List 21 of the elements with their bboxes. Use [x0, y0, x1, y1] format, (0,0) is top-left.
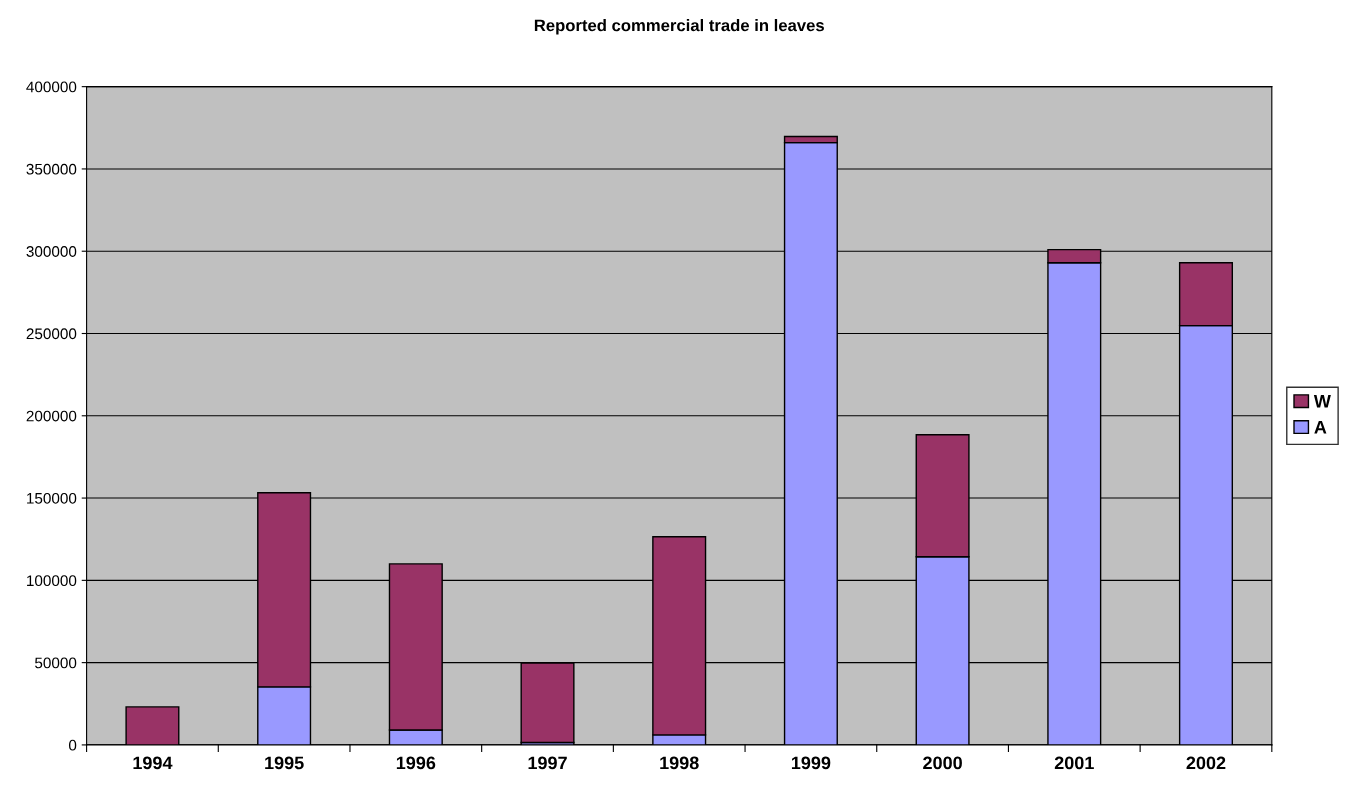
x-tick-label: 1998	[660, 756, 699, 770]
legend-label: A	[1314, 420, 1327, 434]
x-tick-label: 1999	[791, 756, 831, 770]
x-tick-label: 1997	[528, 756, 567, 770]
y-tick-label: 0	[68, 739, 77, 751]
y-tick-label: 150000	[27, 492, 77, 504]
x-tick-label: 1995	[265, 756, 304, 770]
y-tick-label: 50000	[35, 657, 77, 669]
y-tick-label: 100000	[27, 575, 77, 587]
chart-title: Reported commercial trade in leaves	[534, 19, 824, 35]
x-tick-label: 2001	[1054, 756, 1094, 770]
legend-label: W	[1313, 395, 1331, 408]
x-tick-label: 1996	[396, 756, 436, 770]
y-tick-label: 250000	[26, 328, 77, 340]
x-tick-label: 2002	[1186, 756, 1226, 770]
x-tick-label: 1994	[133, 756, 173, 770]
x-tick-label: 2000	[923, 756, 962, 770]
y-tick-label: 400000	[26, 81, 77, 93]
y-tick-label: 300000	[26, 246, 77, 257]
y-tick-label: 350000	[26, 163, 77, 175]
y-tick-label: 200000	[26, 410, 77, 422]
